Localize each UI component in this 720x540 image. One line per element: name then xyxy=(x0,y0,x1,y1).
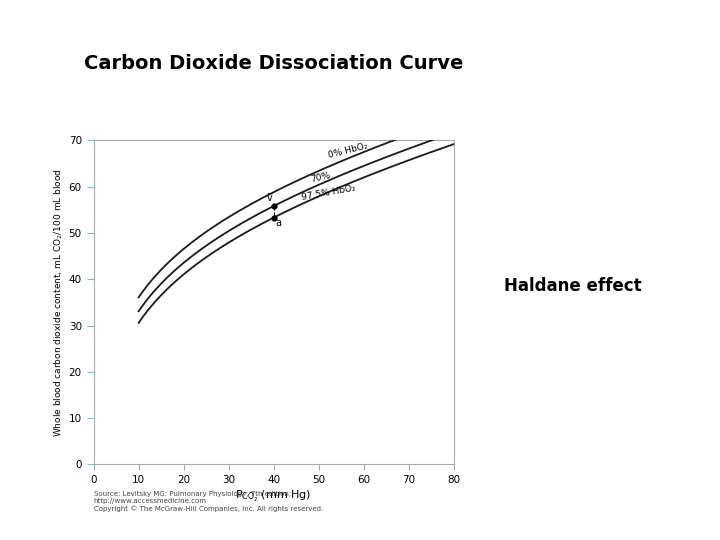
Text: 0% HbO₂: 0% HbO₂ xyxy=(328,141,369,160)
Text: Carbon Dioxide Dissociation Curve: Carbon Dioxide Dissociation Curve xyxy=(84,54,463,73)
X-axis label: $\mathregular{P_{CO_2}}$ (mm Hg): $\mathregular{P_{CO_2}}$ (mm Hg) xyxy=(235,489,312,504)
Text: Haldane effect: Haldane effect xyxy=(504,277,642,295)
Text: 97.5% HbO₂: 97.5% HbO₂ xyxy=(301,184,356,202)
Text: 70%: 70% xyxy=(310,171,331,184)
Text: a: a xyxy=(275,218,281,228)
Text: v̅: v̅ xyxy=(267,193,273,202)
Y-axis label: Whole blood carbon dioxide content, mL $\mathregular{CO_2}$/100 mL blood: Whole blood carbon dioxide content, mL $… xyxy=(52,168,65,437)
Text: Source: Levitsky MG: Pulmonary Physiology, 7th edition;
http://www.accessmedicin: Source: Levitsky MG: Pulmonary Physiolog… xyxy=(94,491,323,512)
